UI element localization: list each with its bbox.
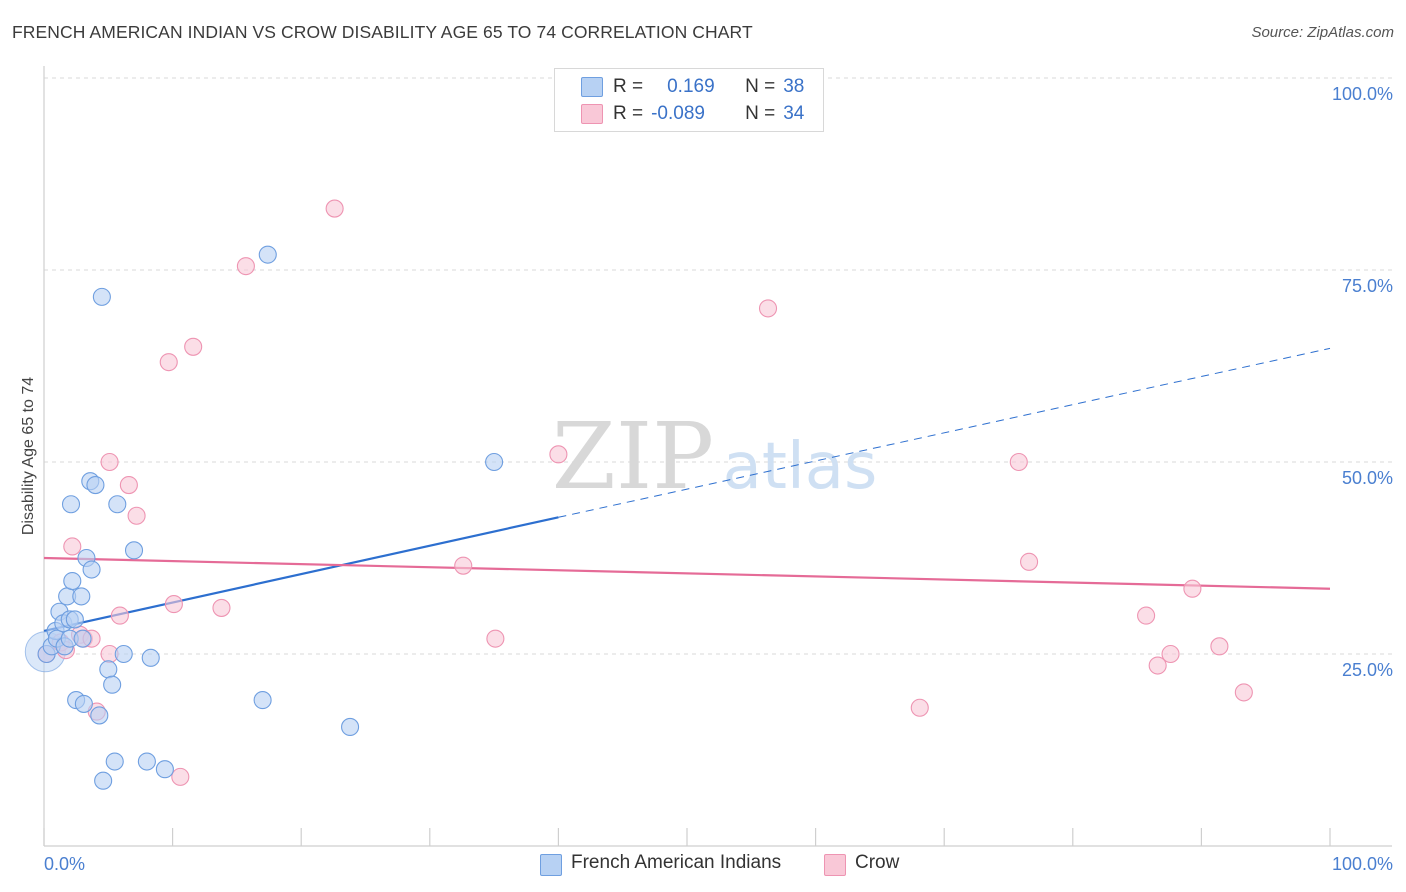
tick-labels: 25.0% 50.0% 75.0% 100.0% 0.0% 100.0% bbox=[44, 84, 1393, 874]
legend-n-value-pink: 34 bbox=[783, 103, 805, 124]
point-french bbox=[105, 752, 124, 771]
trend-line-french-dashed bbox=[558, 347, 1331, 518]
point-french bbox=[73, 629, 92, 648]
bottom-legend-swatch-pink bbox=[824, 854, 846, 876]
chart-title: FRENCH AMERICAN INDIAN VS CROW DISABILIT… bbox=[12, 22, 753, 42]
point-crow bbox=[1009, 452, 1028, 472]
point-crow bbox=[100, 452, 119, 472]
y-tick-label: 25.0% bbox=[1342, 660, 1393, 680]
trend-line-french-solid bbox=[43, 516, 559, 633]
point-crow bbox=[910, 698, 929, 717]
bottom-legend-label-french: French American Indians bbox=[571, 852, 782, 873]
watermark-zip: ZIP bbox=[552, 403, 714, 510]
point-french bbox=[63, 571, 82, 591]
point-crow bbox=[110, 606, 129, 625]
point-french bbox=[114, 644, 133, 664]
point-french bbox=[103, 675, 122, 694]
point-french bbox=[155, 760, 174, 779]
point-crow bbox=[758, 299, 778, 318]
point-french bbox=[137, 752, 156, 771]
point-crow bbox=[127, 506, 146, 525]
y-axis-label: Disability Age 65 to 74 bbox=[20, 377, 37, 535]
point-crow bbox=[1161, 644, 1180, 664]
point-french bbox=[258, 245, 277, 264]
trend-lines bbox=[43, 347, 1331, 633]
legend-row-blue: R = 0.169 N = 38 bbox=[613, 74, 804, 100]
point-crow bbox=[212, 598, 231, 617]
bottom-legend-item-french: French American Indians bbox=[540, 852, 782, 876]
point-crow bbox=[1210, 637, 1229, 656]
point-french bbox=[86, 475, 105, 495]
point-crow bbox=[454, 556, 473, 575]
point-crow bbox=[159, 353, 178, 372]
grid-lines bbox=[44, 77, 1392, 655]
x-tick-label-min: 0.0% bbox=[44, 854, 85, 874]
bottom-legend-label-crow: Crow bbox=[855, 852, 900, 873]
point-crow bbox=[325, 199, 344, 218]
point-crow bbox=[164, 595, 183, 614]
axes bbox=[43, 66, 1392, 847]
legend-swatch-pink bbox=[581, 104, 603, 124]
point-french bbox=[90, 706, 109, 725]
point-crow bbox=[1148, 656, 1167, 675]
point-crow bbox=[486, 629, 505, 648]
point-french bbox=[141, 648, 160, 667]
correlation-legend: R = 0.169 N = 38 R = -0.089 N = 34 bbox=[554, 68, 824, 132]
point-french bbox=[82, 560, 101, 579]
point-french bbox=[108, 495, 127, 514]
legend-n-value-blue: 38 bbox=[783, 76, 805, 97]
legend-n-label: N = bbox=[745, 76, 776, 97]
point-crow bbox=[63, 537, 82, 556]
point-french bbox=[92, 287, 111, 306]
point-crow bbox=[1183, 579, 1202, 598]
y-tick-label: 75.0% bbox=[1342, 276, 1393, 296]
point-french bbox=[124, 541, 144, 560]
legend-r-value-blue: 0.169 bbox=[667, 76, 715, 97]
point-french bbox=[94, 771, 113, 790]
legend-r-label: R = bbox=[613, 76, 644, 97]
legend-r-label: R = bbox=[613, 103, 644, 124]
point-crow bbox=[171, 767, 190, 786]
trend-line-crow bbox=[43, 556, 1331, 590]
point-french bbox=[65, 610, 84, 629]
y-tick-label: 50.0% bbox=[1342, 468, 1393, 488]
point-crow bbox=[184, 337, 203, 356]
point-crow bbox=[1020, 552, 1039, 571]
x-tick-label-max: 100.0% bbox=[1332, 854, 1393, 874]
legend-swatch-blue bbox=[581, 77, 603, 97]
point-french bbox=[72, 587, 91, 606]
point-french bbox=[99, 660, 118, 679]
watermark-atlas: atlas bbox=[723, 430, 878, 504]
watermark: ZIP atlas bbox=[552, 403, 877, 510]
bottom-legend-swatch-blue bbox=[540, 854, 562, 876]
point-crow bbox=[119, 475, 138, 495]
y-tick-label: 100.0% bbox=[1332, 84, 1393, 104]
point-french bbox=[485, 452, 504, 472]
point-crow bbox=[236, 257, 255, 276]
point-crow bbox=[1234, 683, 1253, 702]
legend-row-pink: R = -0.089 N = 34 bbox=[613, 101, 804, 127]
bottom-legend-item-crow: Crow bbox=[824, 852, 900, 876]
source-label: Source: ZipAtlas.com bbox=[1251, 24, 1394, 41]
point-crow bbox=[1137, 606, 1156, 625]
legend-r-value-pink: -0.089 bbox=[651, 103, 705, 124]
point-french bbox=[74, 694, 93, 713]
point-french bbox=[341, 717, 360, 737]
data-points bbox=[24, 199, 1253, 790]
point-french bbox=[61, 495, 81, 514]
point-french bbox=[253, 691, 272, 710]
point-crow bbox=[549, 445, 568, 464]
legend-n-label: N = bbox=[745, 103, 776, 124]
